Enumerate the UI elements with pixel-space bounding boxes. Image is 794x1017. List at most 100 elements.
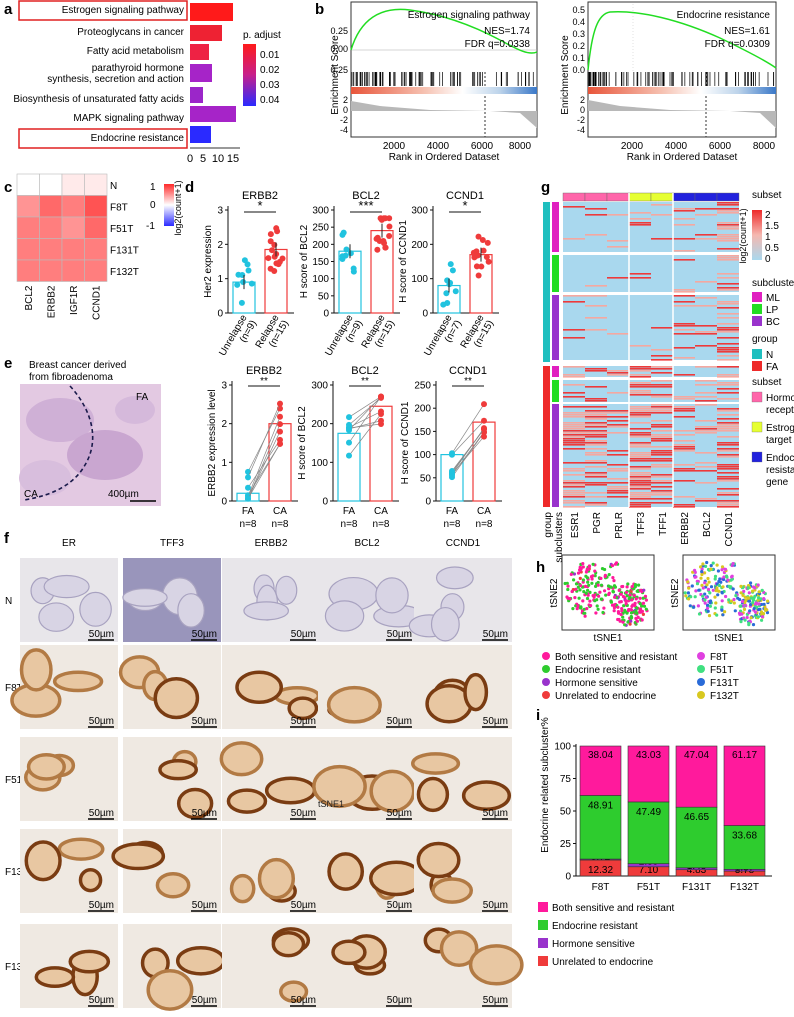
tsne-point (757, 596, 761, 600)
ihc-image: 50µm (222, 829, 320, 913)
expression-line (717, 398, 739, 400)
tsne-point (713, 595, 717, 599)
legend-label: resistant (766, 465, 794, 476)
gland (177, 593, 205, 628)
expression-line (673, 289, 695, 291)
data-point (234, 281, 241, 288)
expression-line (673, 444, 695, 446)
tsne-point (729, 599, 734, 603)
tick-label: 3 (221, 381, 227, 392)
row-label: F131T (110, 246, 139, 257)
tick-label: 10 (212, 153, 224, 165)
data-point (380, 237, 387, 244)
y-axis-label: Enrichment Score (560, 35, 571, 115)
ihc-image: 50µm (414, 829, 512, 913)
expression-line (563, 496, 585, 498)
fdr-value: FDR q=0.0338 (465, 39, 531, 50)
subcluster-annotation (552, 295, 559, 360)
tsne-point (749, 581, 753, 585)
gland (24, 840, 62, 882)
expression-line (651, 494, 673, 496)
tsne-point (618, 619, 622, 623)
gland (257, 857, 296, 900)
gland (226, 788, 268, 814)
data-point (485, 258, 492, 265)
plot-title: CCND1 (449, 365, 487, 377)
tsne-point (715, 586, 719, 590)
tsne-point (578, 588, 582, 592)
expression-line (607, 488, 629, 490)
expression-line (651, 426, 673, 428)
hit-ticks (351, 72, 534, 86)
tsne-point (709, 585, 714, 589)
gsea-title: Estrogen signaling pathway (408, 10, 530, 21)
tsne-point (762, 597, 766, 601)
y-axis-label: tSNE2 (670, 578, 681, 607)
tick-label: 1.5 (765, 221, 779, 232)
data-point (449, 450, 455, 457)
heatmap-cell (16, 259, 40, 282)
col-label: ERBB2 (47, 285, 58, 318)
tick-label: 2 (221, 419, 227, 430)
tsne-point (718, 577, 722, 581)
group-label: Unrelapse(n=7) (422, 313, 464, 364)
subset-annotation (628, 192, 652, 202)
legend-label: Hormone sensitive (555, 678, 638, 689)
tsne-point (586, 588, 590, 592)
tsne-point (716, 569, 721, 573)
tick-label: 8000 (509, 141, 532, 152)
tsne-point (581, 578, 586, 582)
tsne-point (613, 595, 617, 599)
expression-line (629, 212, 651, 214)
heatmap-cell (61, 195, 85, 218)
gsea-title: Endocrine resistance (677, 10, 771, 21)
expression-line (673, 480, 695, 482)
tsne-point (741, 593, 745, 598)
ihc-image: 50µm (318, 924, 416, 1008)
tick-label: 100 (411, 274, 428, 285)
y-axis-label: H score of CCND1 (400, 401, 411, 484)
tsne-point (699, 576, 703, 580)
expression-line (673, 305, 695, 307)
data-point (475, 233, 482, 240)
sig-stars: ** (361, 376, 369, 387)
expression-line (563, 295, 585, 297)
tsne-point (756, 615, 761, 619)
tsne-point (700, 572, 704, 577)
annotation-label: subclusters (554, 512, 565, 563)
data-point (386, 223, 393, 230)
scale-label: 50µm (291, 808, 316, 819)
enrichment-curve (350, 8, 538, 54)
tsne-point (711, 588, 715, 592)
gland (38, 602, 75, 632)
expression-line (695, 238, 717, 240)
scale-label: 50µm (192, 808, 217, 819)
y-axis-label: H score of CCND1 (398, 220, 409, 303)
expression-line (563, 392, 585, 394)
legend-label: F131T (710, 678, 739, 689)
expression-line (673, 408, 695, 410)
expression-line (563, 462, 585, 464)
expression-line (563, 468, 585, 470)
expression-line (585, 440, 607, 442)
expression-line (695, 428, 717, 430)
gland (468, 944, 524, 986)
expression-line (629, 488, 651, 490)
expression-line (717, 500, 739, 502)
expression-line (651, 430, 673, 432)
expression-line (629, 222, 651, 224)
expression-line (695, 208, 717, 210)
tsne-point (765, 611, 770, 615)
expression-line (585, 452, 607, 454)
data-point (382, 215, 389, 222)
row-labels: N F8T F51T F131T F132T (110, 181, 139, 278)
legend-swatch (751, 391, 763, 403)
expression-line (673, 238, 695, 240)
tsne-point (589, 575, 594, 579)
tsne-point (640, 604, 644, 608)
expression-line (585, 504, 607, 506)
expression-line (673, 448, 695, 450)
expression-line (651, 394, 673, 396)
gland (155, 871, 191, 899)
expression-line (717, 277, 739, 279)
